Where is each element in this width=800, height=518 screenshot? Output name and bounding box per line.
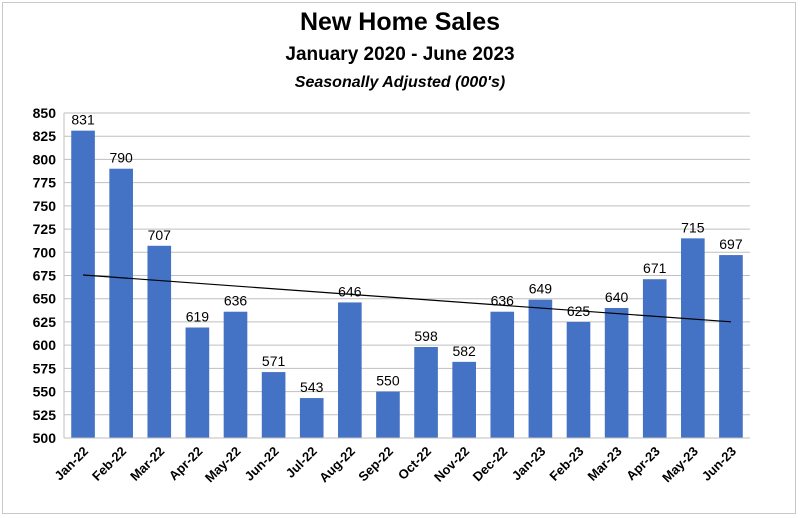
- chart-subtitle: January 2020 - June 2023: [285, 44, 515, 65]
- data-label: 550: [376, 373, 400, 389]
- x-tick-label: Jul-22: [283, 444, 320, 481]
- bar: [604, 308, 629, 438]
- x-tick-label: May-22: [202, 444, 244, 486]
- y-tick-label: 625: [33, 314, 57, 330]
- y-tick-label: 675: [33, 268, 57, 284]
- data-label: 636: [224, 293, 248, 309]
- data-label: 831: [71, 112, 95, 128]
- bar: [223, 311, 248, 438]
- data-label: 640: [605, 289, 629, 305]
- bar: [185, 327, 210, 438]
- bar: [338, 302, 362, 438]
- x-tick-label: Mar-23: [584, 444, 624, 484]
- y-tick-label: 525: [33, 407, 57, 423]
- bar: [299, 398, 324, 438]
- bar: [642, 279, 667, 438]
- x-tick-label: Nov-22: [431, 444, 472, 485]
- y-tick-label: 550: [33, 384, 57, 400]
- bar: [681, 238, 705, 438]
- x-tick-label: Apr-22: [166, 444, 206, 484]
- data-label: 598: [414, 328, 438, 344]
- x-tick-label: Jan-22: [51, 444, 91, 484]
- data-label: 619: [186, 309, 210, 325]
- x-tick-label: Jun-22: [241, 444, 281, 484]
- x-tick-label: Jan-23: [509, 444, 549, 484]
- bar: [414, 347, 438, 438]
- bar: [490, 311, 515, 438]
- data-label: 707: [148, 227, 172, 243]
- x-tick-label: Aug-22: [316, 444, 358, 486]
- bar: [452, 361, 476, 438]
- y-tick-label: 700: [33, 244, 57, 260]
- bar: [147, 245, 172, 438]
- chart-title: New Home Sales: [299, 8, 501, 36]
- x-tick-label: Oct-22: [395, 444, 434, 483]
- data-label: 715: [681, 219, 705, 235]
- data-label: 671: [643, 260, 667, 276]
- data-label: 571: [262, 353, 286, 369]
- bar: [719, 255, 743, 438]
- y-tick-label: 600: [33, 337, 57, 353]
- data-label: 697: [719, 236, 743, 252]
- x-tick-label: May-23: [659, 444, 701, 486]
- x-tick-label: Mar-22: [127, 444, 167, 484]
- x-tick-label: Apr-23: [623, 444, 663, 484]
- bar: [376, 391, 400, 438]
- data-label: 790: [109, 150, 133, 166]
- y-tick-label: 650: [33, 291, 57, 307]
- x-tick-label: Feb-23: [546, 444, 586, 484]
- data-label: 582: [452, 343, 476, 359]
- x-tick-label: Feb-22: [89, 444, 129, 484]
- y-tick-label: 750: [33, 198, 57, 214]
- x-tick-label: Jun-23: [699, 444, 739, 484]
- y-tick-label: 825: [33, 128, 57, 144]
- y-tick-label: 800: [33, 151, 57, 167]
- y-tick-label: 850: [33, 105, 57, 121]
- x-tick-label: Sep-22: [355, 444, 396, 485]
- data-label: 646: [338, 283, 362, 299]
- data-label: 543: [300, 379, 324, 395]
- y-tick-label: 725: [33, 221, 57, 237]
- bar: [261, 372, 286, 438]
- bar: [566, 321, 591, 438]
- trendline: [83, 274, 731, 323]
- y-tick-label: 775: [33, 175, 57, 191]
- bar: [528, 299, 553, 438]
- chart-subtitle-units: Seasonally Adjusted (000's): [294, 74, 506, 91]
- bar: [71, 130, 95, 438]
- y-tick-label: 575: [33, 360, 57, 376]
- data-label: 649: [529, 281, 553, 297]
- bar: [109, 168, 133, 438]
- y-tick-label: 500: [33, 430, 57, 446]
- x-tick-label: Dec-22: [470, 444, 511, 485]
